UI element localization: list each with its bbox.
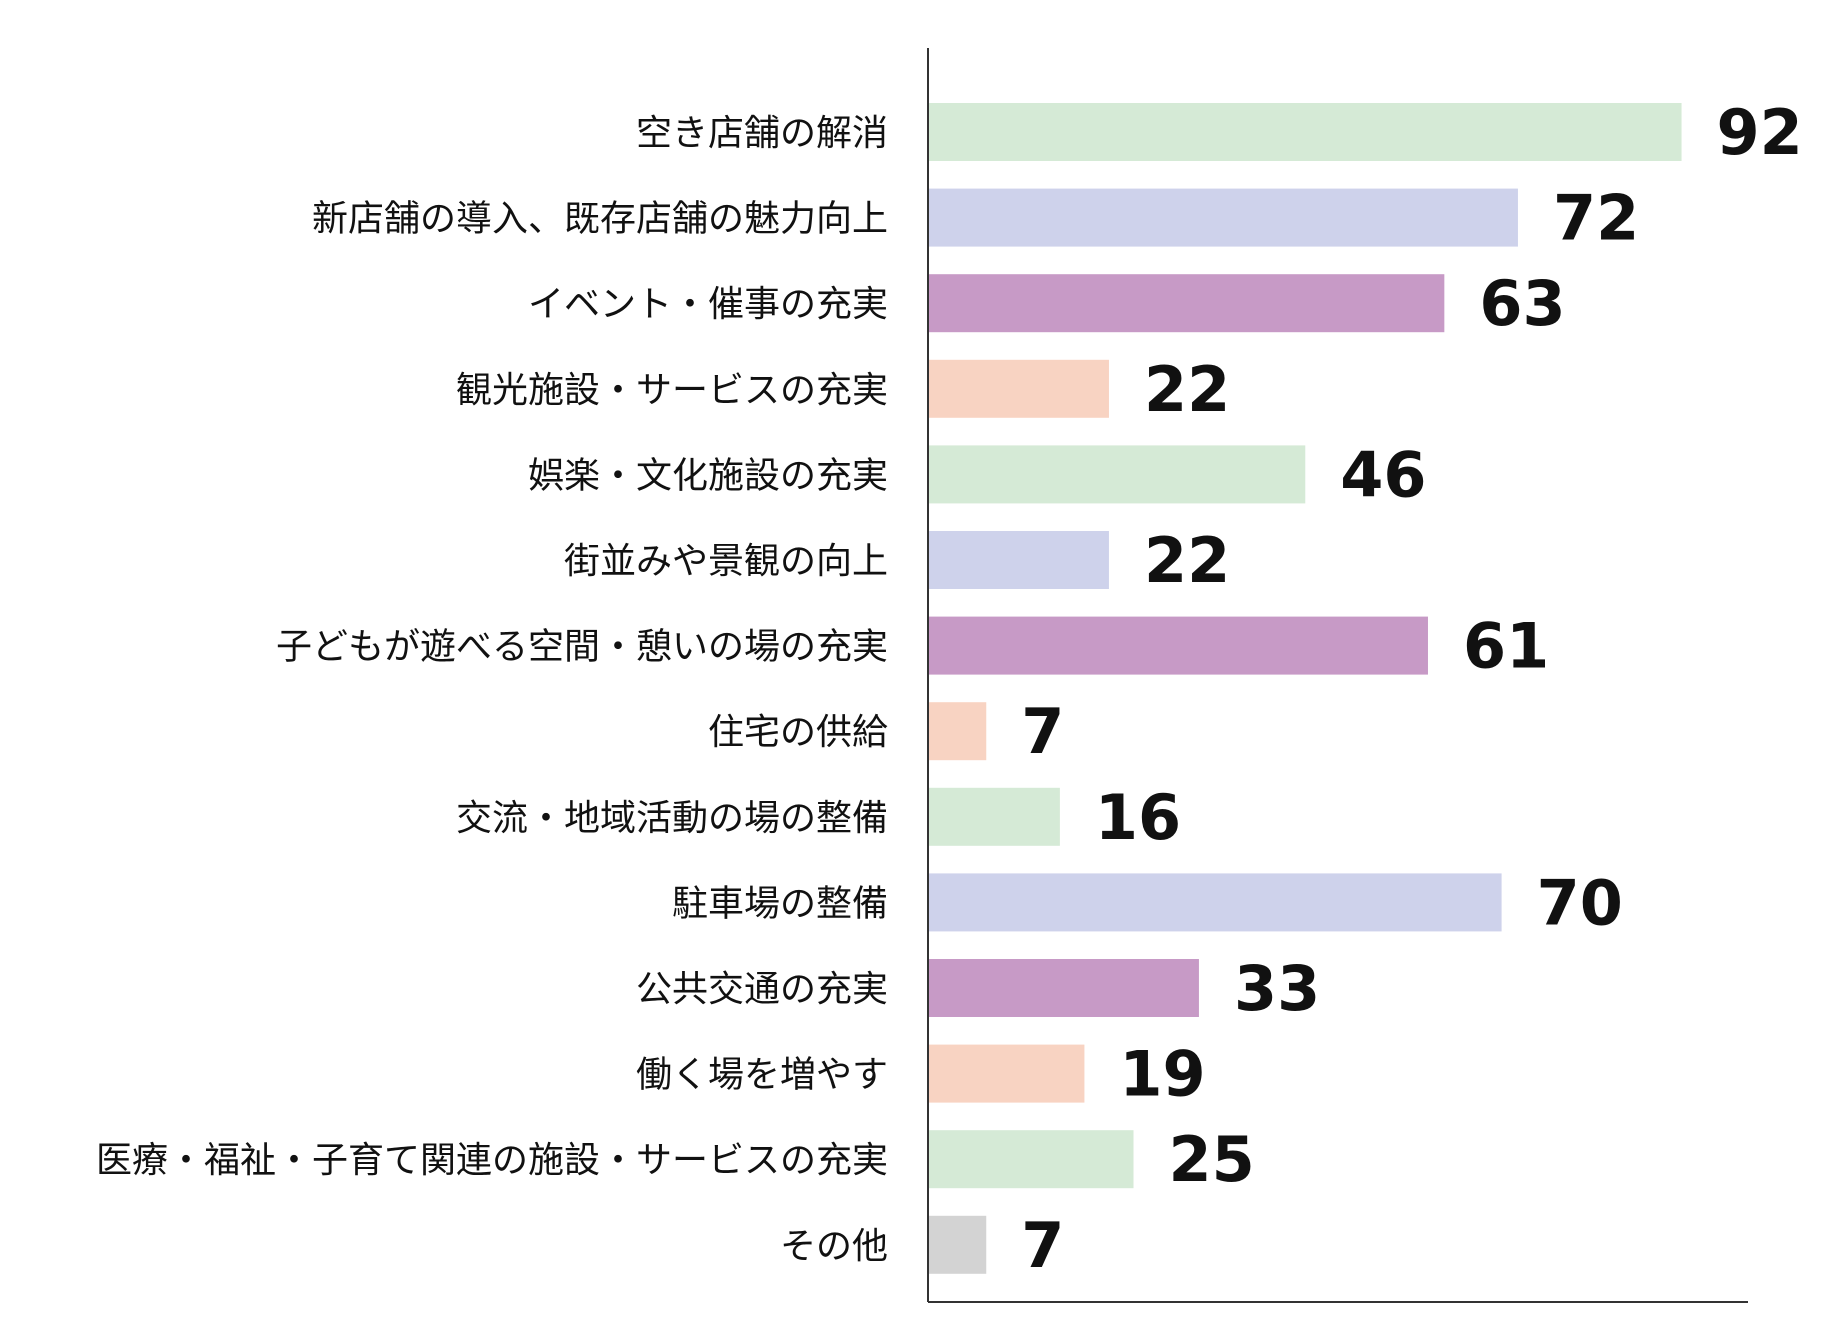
value-label-12: 19 (1119, 1038, 1205, 1111)
bar-7 (929, 616, 1428, 675)
category-label-12: 働く場を増やす (636, 1055, 888, 1096)
bar-3 (929, 274, 1445, 333)
bar-12 (929, 1044, 1085, 1103)
bar-1 (929, 103, 1682, 161)
bar-13 (929, 1130, 1134, 1189)
bar-11 (929, 959, 1199, 1017)
bar-8 (929, 702, 987, 761)
category-label-6: 街並みや景観の向上 (564, 541, 888, 582)
category-label-13: 医療・福祉・子育て関連の施設・サービスの充実 (96, 1140, 888, 1181)
bars-group (929, 103, 1682, 1274)
bar-9 (929, 787, 1060, 846)
value-label-3: 63 (1479, 267, 1565, 340)
bar-2 (929, 188, 1518, 247)
value-label-10: 70 (1537, 866, 1623, 939)
category-label-11: 公共交通の充実 (636, 969, 888, 1010)
category-label-8: 住宅の供給 (708, 712, 888, 753)
value-label-7: 61 (1463, 610, 1549, 683)
category-label-2: 新店舗の導入、既存店舗の魅力向上 (312, 199, 888, 240)
value-label-6: 22 (1144, 524, 1230, 597)
category-label-14: その他 (780, 1226, 888, 1267)
category-label-7: 子どもが遊べる空間・憩いの場の充実 (276, 627, 888, 668)
category-label-3: イベント・催事の充実 (528, 284, 888, 325)
bar-10 (929, 873, 1502, 932)
value-labels-group: 92 72 63 22 46 22 61 7 16 70 33 19 25 7 (1021, 96, 1803, 1282)
category-label-5: 娯楽・文化施設の充実 (528, 455, 888, 496)
value-label-8: 7 (1021, 695, 1064, 768)
value-label-14: 7 (1021, 1209, 1064, 1282)
bar-5 (929, 445, 1306, 504)
value-label-5: 46 (1340, 438, 1426, 511)
bar-14 (929, 1215, 987, 1274)
category-label-4: 観光施設・サービスの充実 (456, 370, 888, 411)
value-label-2: 72 (1553, 182, 1639, 255)
bar-6 (929, 531, 1109, 589)
value-label-4: 22 (1144, 353, 1230, 426)
category-label-10: 駐車場の整備 (672, 883, 888, 924)
category-label-1: 空き店舗の解消 (636, 113, 888, 154)
bar-4 (929, 359, 1109, 418)
value-label-9: 16 (1095, 781, 1181, 854)
category-label-9: 交流・地域活動の場の整備 (456, 798, 888, 839)
value-label-11: 33 (1234, 952, 1320, 1025)
category-labels-group: 空き店舗の解消新店舗の導入、既存店舗の魅力向上イベント・催事の充実観光施設・サー… (96, 113, 888, 1267)
value-label-1: 92 (1717, 96, 1803, 169)
value-label-13: 25 (1169, 1123, 1255, 1196)
